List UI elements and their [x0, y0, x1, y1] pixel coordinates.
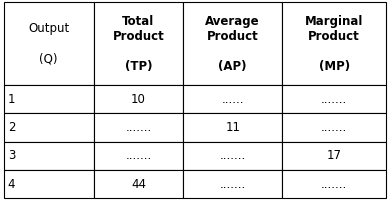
Text: .......: ....... — [321, 121, 347, 134]
Text: 1: 1 — [8, 93, 15, 106]
Bar — [282, 2, 386, 85]
Bar — [94, 113, 183, 142]
Bar — [4, 170, 94, 198]
Text: .......: ....... — [321, 178, 347, 191]
Bar — [183, 2, 282, 85]
Bar — [94, 170, 183, 198]
Text: .......: ....... — [220, 178, 246, 191]
Bar — [4, 2, 94, 85]
Text: ......: ...... — [222, 93, 244, 106]
Text: Marginal
Product

(MP): Marginal Product (MP) — [305, 15, 363, 73]
Bar — [183, 170, 282, 198]
Text: Average
Product

(AP): Average Product (AP) — [206, 15, 260, 73]
Text: .......: ....... — [220, 149, 246, 162]
Text: 2: 2 — [8, 121, 15, 134]
Text: 3: 3 — [8, 149, 15, 162]
Bar — [183, 142, 282, 170]
Bar — [4, 113, 94, 142]
Bar — [282, 142, 386, 170]
Bar — [94, 2, 183, 85]
Text: Total
Product

(TP): Total Product (TP) — [112, 15, 164, 73]
Text: Output

(Q): Output (Q) — [28, 22, 69, 65]
Bar — [282, 113, 386, 142]
Bar — [282, 170, 386, 198]
Text: 11: 11 — [225, 121, 240, 134]
Bar — [4, 142, 94, 170]
Bar — [183, 85, 282, 113]
Bar — [94, 85, 183, 113]
Text: .......: ....... — [125, 121, 151, 134]
Bar — [183, 113, 282, 142]
Text: 17: 17 — [327, 149, 342, 162]
Text: 10: 10 — [131, 93, 146, 106]
Bar — [94, 142, 183, 170]
Bar — [4, 85, 94, 113]
Text: .......: ....... — [125, 149, 151, 162]
Text: 4: 4 — [8, 178, 15, 191]
Bar — [282, 85, 386, 113]
Text: 44: 44 — [131, 178, 146, 191]
Text: .......: ....... — [321, 93, 347, 106]
